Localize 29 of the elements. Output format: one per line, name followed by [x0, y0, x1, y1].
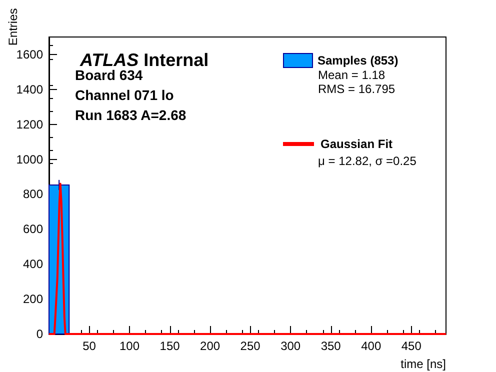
annotation: Board 634: [75, 67, 143, 83]
x-tick-label: 50: [82, 339, 96, 353]
y-tick-label: 400: [22, 257, 44, 272]
y-tick-label: 200: [22, 292, 44, 306]
x-tick-label: 200: [200, 339, 220, 353]
annotation: μ = 12.82, σ =0.25: [318, 154, 417, 168]
y-tick-label: 800: [22, 187, 44, 202]
y-tick-label: 600: [22, 222, 44, 236]
annotation: Mean = 1.18: [318, 68, 386, 82]
x-axis-title: time [ns]: [400, 357, 446, 371]
y-tick-label: 1200: [16, 117, 44, 132]
y-tick-label: 1600: [16, 47, 44, 62]
x-tick-label: 150: [160, 339, 180, 353]
x-tick-label: 350: [320, 339, 342, 353]
y-tick-label: 1000: [16, 152, 44, 166]
annotation: RMS = 16.795: [318, 82, 396, 96]
legend-label: Gaussian Fit: [320, 137, 393, 151]
annotation: Run 1683 A=2.68: [75, 107, 186, 123]
text: ATLAS Internal: [79, 50, 209, 70]
y-tick-label: 0: [36, 327, 44, 341]
x-tick-label: 400: [361, 339, 382, 353]
x-tick-label: 450: [401, 339, 422, 353]
x-tick-label: 300: [280, 339, 301, 353]
x-tick-label: 250: [240, 339, 261, 353]
y-axis-title: Entries: [6, 8, 20, 46]
x-tick-label: 100: [120, 339, 140, 353]
y-tick-label: 1400: [16, 82, 44, 96]
annotation: Channel 071 lo: [75, 87, 174, 103]
legend-label: Samples (853): [318, 54, 398, 68]
